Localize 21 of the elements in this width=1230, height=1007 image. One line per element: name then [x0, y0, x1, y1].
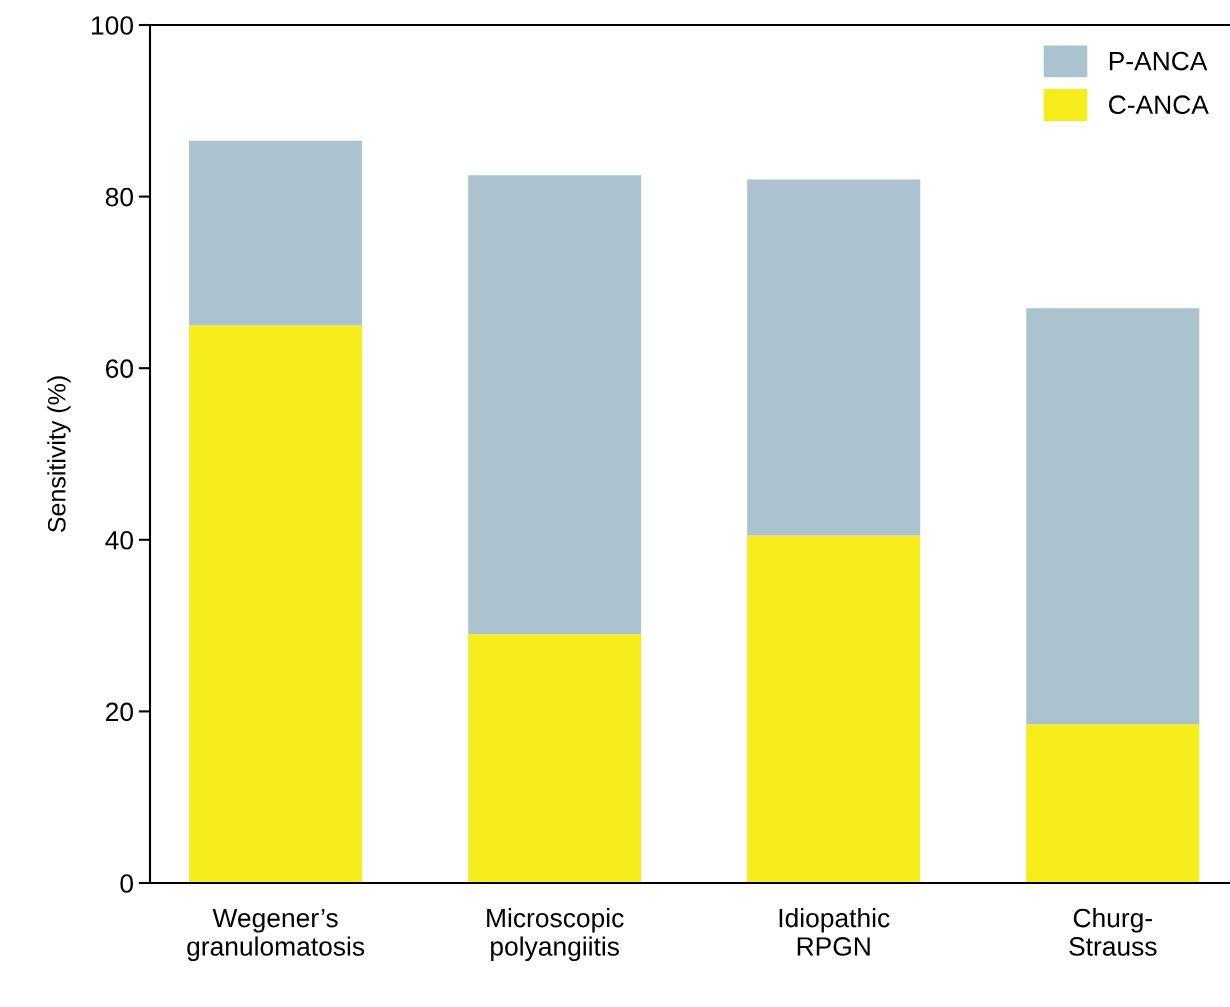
y-tick-label: 20 [106, 702, 133, 722]
bar [468, 634, 642, 883]
bar [747, 179, 921, 536]
y-tick-label: 60 [106, 359, 133, 379]
bar [1026, 724, 1200, 883]
bar [747, 535, 921, 883]
bar [468, 175, 642, 635]
x-tick-label: Idiopathic RPGN [779, 908, 890, 956]
y-axis-title: Sensitivity (%) [47, 376, 71, 533]
x-tick-label: Microscopic polyangiitis [487, 908, 624, 962]
legend-label: C-ANCA [1109, 95, 1209, 115]
y-tick-label: 40 [105, 530, 133, 550]
y-tick-label: 100 [92, 16, 133, 35]
legend-label: P-ANCA [1109, 51, 1208, 71]
bar [189, 325, 363, 883]
y-tick-label: 0 [120, 874, 133, 893]
x-tick-label: Wegener’s granulomatosis [187, 908, 365, 962]
bar [189, 140, 363, 326]
bar [1026, 308, 1200, 725]
x-tick-label: Churg- Strauss [1069, 908, 1157, 956]
y-tick-label: 80 [105, 187, 133, 207]
